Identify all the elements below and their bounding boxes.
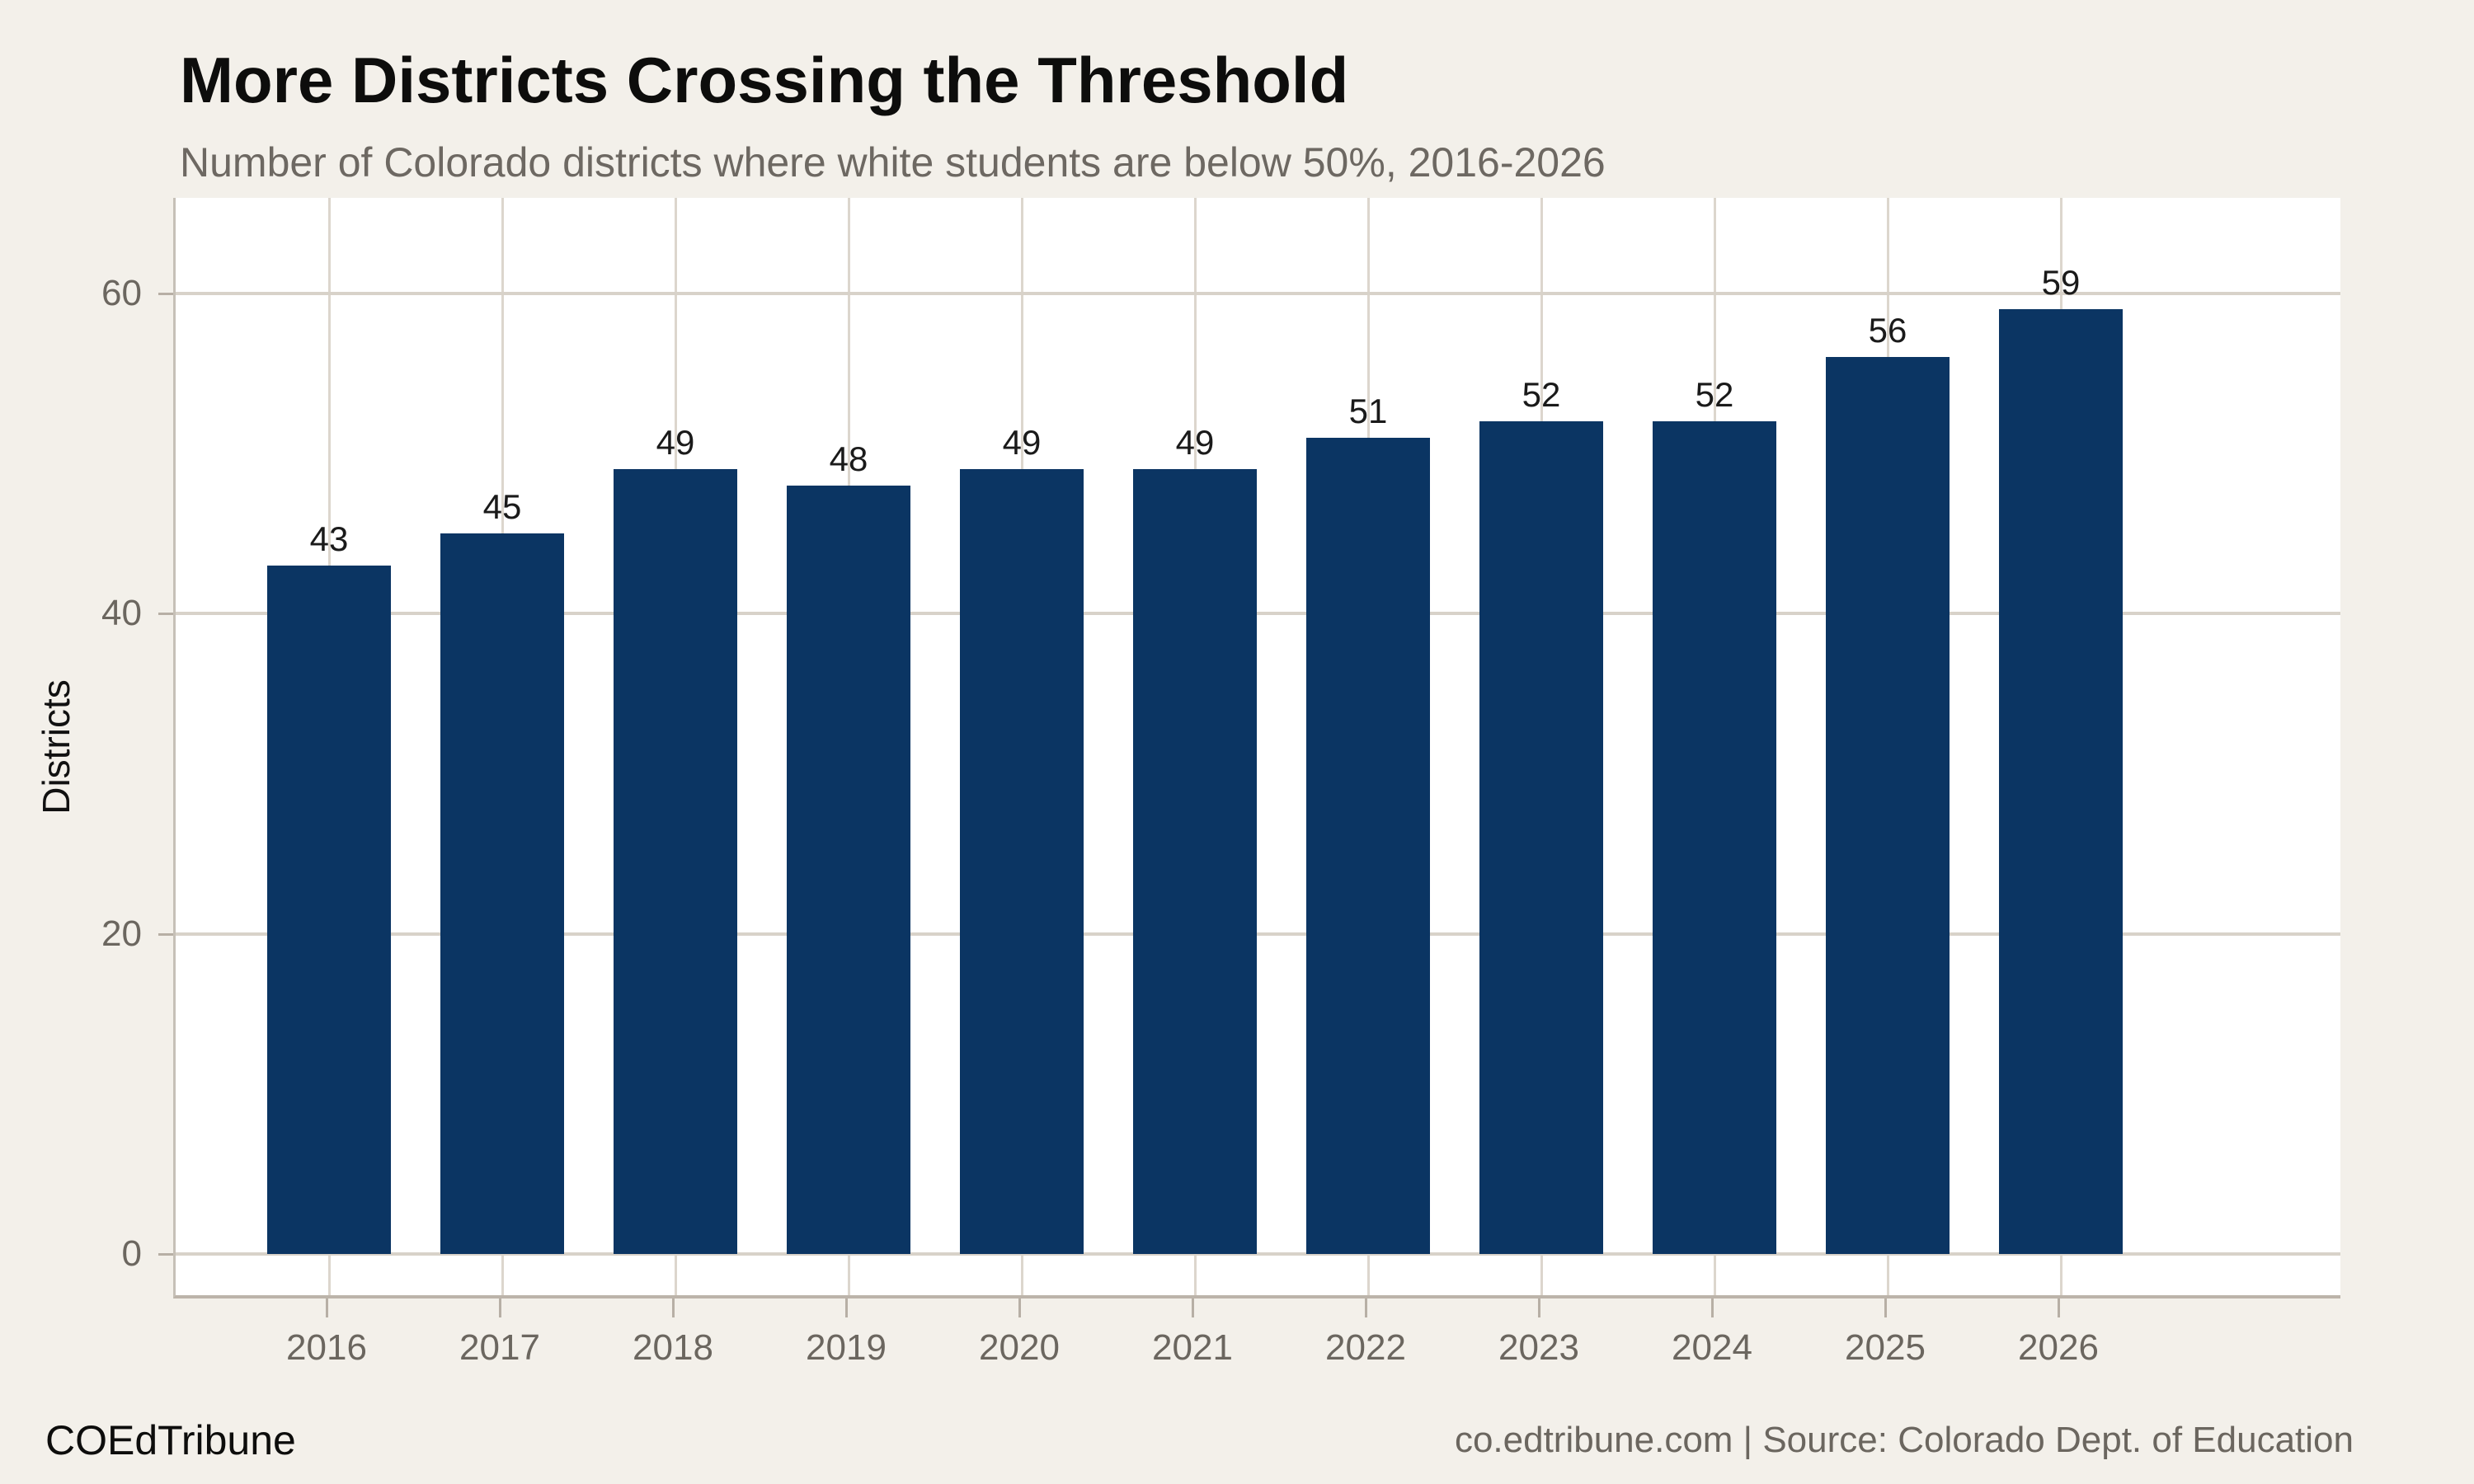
footer-source: co.edtribune.com | Source: Colorado Dept… — [1454, 1420, 2354, 1460]
gridline-y-20 — [176, 932, 2340, 936]
bar-value-label-2021: 49 — [1175, 423, 1215, 463]
gridline-y-40 — [176, 612, 2340, 616]
x-tick-mark-2023 — [1538, 1298, 1540, 1317]
x-tick-label-2023: 2023 — [1498, 1327, 1579, 1368]
bar-value-label-2017: 45 — [482, 487, 522, 527]
page-subtitle: Number of Colorado districts where white… — [180, 139, 1606, 186]
x-tick-mark-2017 — [499, 1298, 501, 1317]
bar-2016 — [267, 565, 391, 1254]
x-tick-mark-2022 — [1365, 1298, 1367, 1317]
x-tick-label-2024: 2024 — [1672, 1327, 1752, 1368]
y-tick-mark-40 — [158, 613, 173, 616]
x-tick-label-2022: 2022 — [1325, 1327, 1406, 1368]
bar-2019 — [787, 485, 910, 1254]
x-tick-mark-2018 — [672, 1298, 675, 1317]
x-tick-label-2025: 2025 — [1845, 1327, 1926, 1368]
bar-2021 — [1133, 469, 1257, 1254]
x-tick-mark-2020 — [1018, 1298, 1021, 1317]
y-tick-mark-0 — [158, 1253, 173, 1256]
y-tick-label-0: 0 — [121, 1233, 142, 1274]
bar-value-label-2025: 56 — [1868, 311, 1907, 350]
bar-value-label-2024: 52 — [1695, 375, 1734, 415]
bar-value-label-2023: 52 — [1522, 375, 1561, 415]
bar-value-label-2020: 49 — [1002, 423, 1042, 463]
x-tick-mark-2016 — [326, 1298, 328, 1317]
y-tick-mark-20 — [158, 932, 173, 936]
y-tick-label-40: 40 — [101, 593, 142, 634]
bar-2020 — [960, 469, 1084, 1254]
gridline-y-0 — [176, 1252, 2340, 1256]
bar-2022 — [1306, 437, 1430, 1254]
bar-value-label-2018: 49 — [656, 423, 695, 463]
x-tick-label-2019: 2019 — [806, 1327, 887, 1368]
x-tick-mark-2024 — [1711, 1298, 1714, 1317]
bar-2018 — [614, 469, 737, 1254]
y-tick-label-20: 20 — [101, 913, 142, 954]
page-title: More Districts Crossing the Threshold — [180, 44, 1349, 116]
plot-area: 43 45 49 48 49 49 51 52 52 56 59 — [173, 198, 2340, 1298]
x-tick-label-2020: 2020 — [979, 1327, 1060, 1368]
x-tick-mark-2021 — [1192, 1298, 1194, 1317]
bar-2017 — [440, 533, 564, 1254]
gridline-y-60 — [176, 291, 2340, 295]
bar-value-label-2019: 48 — [829, 439, 868, 478]
bar-value-label-2016: 43 — [309, 519, 349, 558]
bar-2023 — [1479, 421, 1603, 1254]
x-tick-label-2017: 2017 — [459, 1327, 540, 1368]
y-tick-label-60: 60 — [101, 272, 142, 313]
x-tick-label-2016: 2016 — [286, 1327, 367, 1368]
bar-2025 — [1826, 357, 1950, 1254]
x-tick-mark-2025 — [1884, 1298, 1887, 1317]
bar-value-label-2026: 59 — [2041, 263, 2081, 303]
bar-2024 — [1653, 421, 1776, 1254]
bar-value-label-2022: 51 — [1348, 391, 1388, 430]
bar-2026 — [1999, 309, 2123, 1254]
x-tick-label-2026: 2026 — [2018, 1327, 2099, 1368]
x-tick-label-2021: 2021 — [1152, 1327, 1233, 1368]
footer-brand: COEdTribune — [45, 1417, 296, 1463]
y-tick-mark-60 — [158, 292, 173, 295]
x-tick-mark-2019 — [845, 1298, 848, 1317]
x-tick-label-2018: 2018 — [633, 1327, 713, 1368]
x-tick-mark-2026 — [2058, 1298, 2060, 1317]
